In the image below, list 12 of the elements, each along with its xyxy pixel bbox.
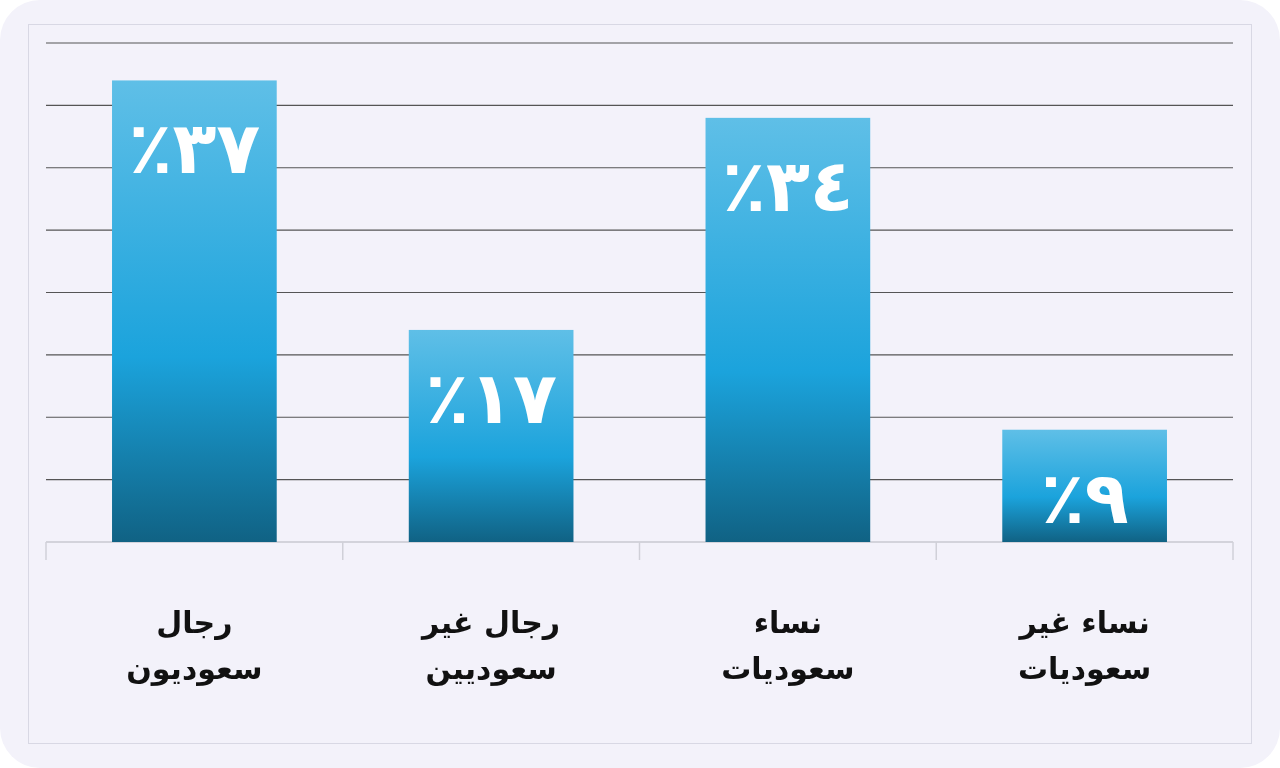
x-tick-label: رجال غير سعوديين xyxy=(419,604,562,688)
data-label: ٪٩ xyxy=(1040,455,1129,540)
x-tick-label: نساء سعوديات xyxy=(720,604,856,688)
bar xyxy=(408,329,574,542)
bar xyxy=(705,117,871,542)
x-tick-label: رجال سعوديون xyxy=(125,604,264,688)
bar xyxy=(1002,429,1167,542)
x-tick-label: نساء غير سعوديات xyxy=(1016,604,1153,688)
data-label: ٪١٧ xyxy=(425,355,558,440)
data-label: ٪٣٧ xyxy=(128,106,261,191)
data-label: ٪٣٤ xyxy=(721,143,854,228)
bar xyxy=(112,80,277,542)
